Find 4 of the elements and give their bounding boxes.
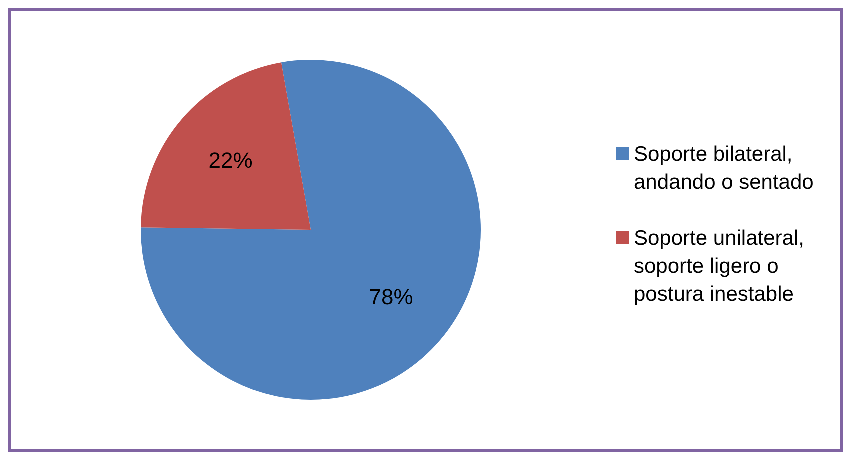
legend-label: Soporte bilateral, andando o sentado [634,142,815,196]
data-label: 78% [369,284,414,310]
data-label: 22% [208,148,253,173]
legend-label: Soporte unilateral, soporte ligero o postura inestable [634,226,806,308]
